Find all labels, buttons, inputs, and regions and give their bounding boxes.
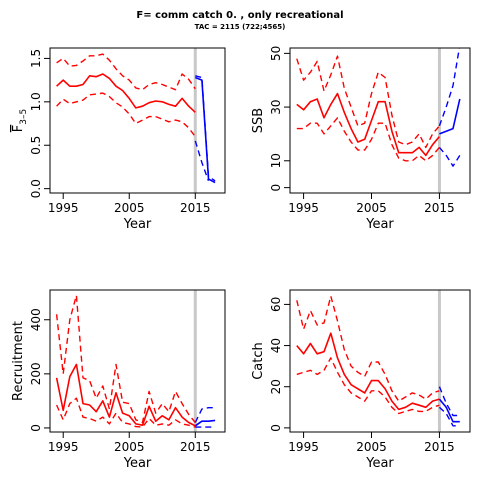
y-tick-label: 0.0	[29, 179, 43, 198]
x-tick-label: 2005	[356, 440, 387, 454]
x-axis-title: Year	[123, 456, 152, 471]
x-tick-label: 2005	[114, 201, 145, 215]
figure-subtitle: TAC = 2115 (722;4565)	[194, 23, 286, 31]
series-upper	[55, 294, 196, 424]
x-axis-title: Year	[365, 217, 394, 232]
x-tick-label: 2015	[424, 201, 455, 215]
y-tick-label: 200	[29, 362, 43, 385]
y-axis-title: SSB	[251, 108, 266, 133]
plot-frame	[49, 47, 226, 194]
series-lower	[55, 397, 196, 428]
x-tick-label: 2015	[424, 440, 455, 454]
x-tick-label: 2015	[180, 440, 211, 454]
plot-frame	[49, 289, 226, 433]
x-tick-label: 1995	[48, 440, 79, 454]
series-group	[296, 48, 461, 167]
ssb-panel: 1995 2005 2015 0 10 30 50 Year SSB	[251, 46, 471, 232]
series-median	[56, 73, 196, 113]
y-axis-title: F3–5	[11, 109, 29, 132]
plot-frame	[289, 289, 471, 433]
y-tick-label: 0	[269, 184, 283, 192]
recruitment-panel: 1995 2005 2015 0 200 400 Year Recruitment	[11, 289, 226, 471]
y-axis-title-main: Recruitment	[11, 321, 26, 401]
series-proj-upper	[438, 386, 460, 417]
y-tick-label: 40	[269, 338, 283, 353]
series-proj-median	[195, 76, 216, 184]
y-axis-title-main: F	[11, 125, 26, 132]
y-tick-label: 1.5	[29, 49, 43, 68]
y-axis-title-main: SSB	[251, 108, 266, 133]
series-proj-lower	[438, 146, 461, 167]
series-upper	[56, 53, 196, 91]
plot-frame	[289, 47, 471, 194]
series-upper	[296, 55, 440, 149]
y-tick-label: 60	[269, 297, 283, 312]
series-proj-median	[438, 398, 460, 423]
x-tick-label: 1995	[288, 440, 319, 454]
series-lower	[296, 117, 440, 162]
series-proj-median	[439, 98, 461, 135]
y-tick-label: 0	[29, 424, 43, 432]
x-axis-title: Year	[123, 217, 152, 232]
y-tick-label: 20	[269, 379, 283, 394]
series-proj-upper	[438, 48, 461, 127]
series-median	[55, 363, 196, 427]
series-proj-upper	[195, 75, 216, 182]
series-median	[296, 332, 440, 411]
series-group	[56, 53, 216, 184]
series-proj-median	[194, 419, 216, 427]
f-panel: 1995 2005 2015 0.0 0.5 1.0 1.5 Year F3–5	[11, 47, 226, 232]
x-axis-title: Year	[365, 456, 394, 471]
y-axis-title-main: Catch	[251, 342, 266, 380]
x-tick-label: 1995	[288, 201, 319, 215]
y-tick-label: 0	[269, 424, 283, 432]
x-tick-label: 2015	[180, 201, 211, 215]
y-axis-title: Recruitment	[11, 321, 26, 401]
y-tick-label: 0.5	[29, 136, 43, 155]
x-tick-label: 2005	[114, 440, 145, 454]
y-tick-label: 50	[269, 46, 283, 61]
y-axis-title-sub: 3–5	[19, 109, 29, 125]
x-tick-label: 1995	[48, 201, 79, 215]
series-median	[296, 92, 441, 157]
catch-panel: 1995 2005 2015 0 20 40 60 Year Catch	[251, 289, 471, 471]
series-proj-lower	[194, 140, 210, 182]
series-proj-upper	[194, 407, 216, 423]
y-tick-label: 10	[269, 153, 283, 168]
figure-title: F= comm catch 0. , only recreational	[136, 10, 344, 21]
series-group	[55, 294, 216, 428]
x-tick-label: 2005	[356, 201, 387, 215]
y-tick-label: 30	[269, 99, 283, 114]
y-tick-label: 1.0	[29, 92, 43, 111]
y-axis-title: Catch	[251, 342, 266, 380]
series-lower	[56, 92, 196, 138]
y-tick-label: 400	[29, 308, 43, 331]
series-group	[296, 295, 460, 427]
series-proj-lower	[438, 406, 460, 427]
